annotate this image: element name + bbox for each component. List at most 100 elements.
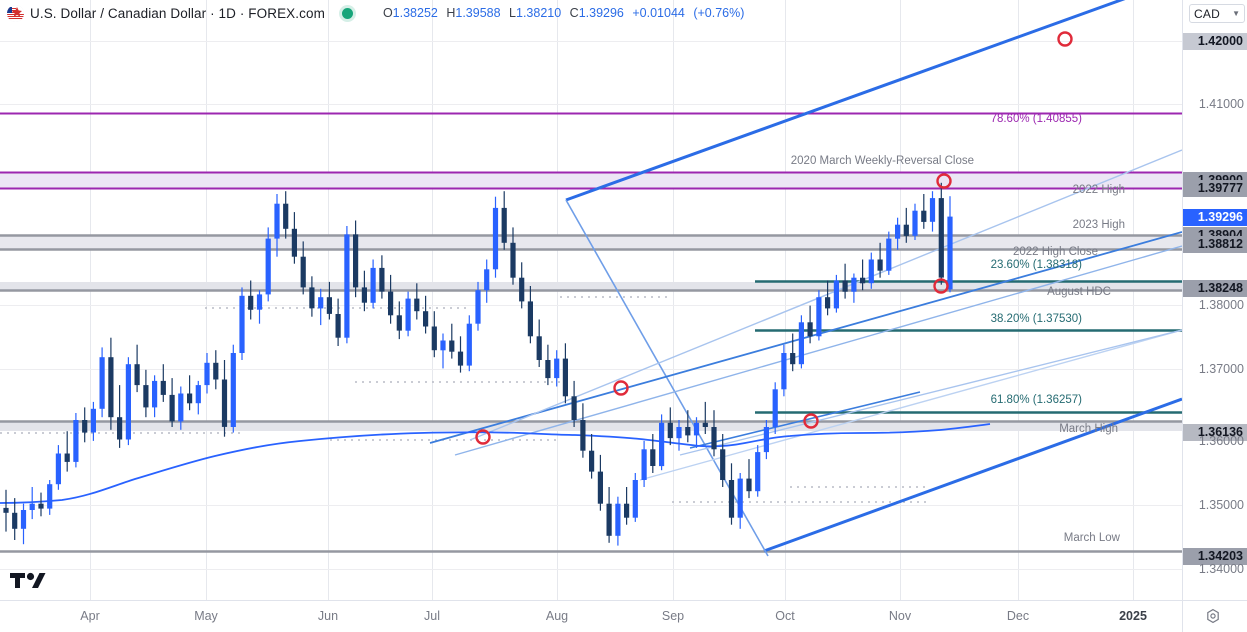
ohlc-open-value: 1.38252: [392, 6, 438, 20]
time-tick-nov: Nov: [888, 609, 912, 623]
time-tick-aug: Aug: [545, 609, 569, 623]
ohlc-values: O1.38252 H1.39588 L1.38210 C1.39296 +0.0…: [383, 6, 744, 20]
time-scale[interactable]: Apr May Jun Jul Aug Sep Oct Nov Dec 2025: [0, 600, 1247, 632]
candle-body: [90, 408, 96, 433]
candle-body: [562, 358, 568, 397]
level-band-august-hdc: [0, 282, 1182, 291]
price-tick-1-38000: 1.38000: [1198, 298, 1244, 312]
candle-body: [667, 422, 673, 439]
fib-382-label: 38.20% (1.37530): [990, 313, 1082, 325]
candle-body: [256, 294, 263, 310]
candle-body: [720, 449, 726, 480]
candle-body: [659, 422, 665, 467]
candle-body: [475, 290, 481, 324]
candle-body: [73, 420, 79, 462]
candle-body: [125, 364, 131, 440]
time-tick-sep: Sep: [661, 609, 685, 623]
candle-body: [860, 277, 866, 284]
candle-body: [29, 503, 35, 510]
time-tick-jul: Jul: [424, 609, 440, 623]
symbol-title[interactable]: U.S. Dollar / Canadian Dollar · 1D · FOR…: [30, 5, 325, 21]
currency-selector[interactable]: CAD ▼: [1189, 4, 1245, 23]
marker-upper-channel: [1057, 31, 1073, 47]
candle-body: [414, 298, 420, 312]
price-tick-1-34203: 1.34203: [1183, 548, 1247, 565]
candle-body: [55, 453, 61, 485]
candle-body: [370, 267, 376, 303]
candle-body: [353, 234, 359, 288]
chart-settings-icon[interactable]: [1205, 608, 1221, 624]
candle-body: [702, 422, 708, 427]
tradingview-logo[interactable]: [10, 572, 46, 594]
candle-body: [405, 298, 411, 331]
candle-body: [431, 326, 437, 351]
candle-body: [12, 512, 18, 529]
candle-body: [895, 224, 901, 239]
candle-body: [842, 280, 848, 292]
chart-plot-area[interactable]: 78.60% (1.40855) 2020 March Weekly-Revers…: [0, 0, 1182, 600]
price-tick-1-38812: 1.38812: [1183, 236, 1247, 253]
candle-body: [492, 207, 499, 270]
candle-body: [624, 503, 630, 518]
candle-body: [676, 427, 682, 439]
price-scale[interactable]: CAD ▼ 1.420001.410001.399001.397771.3929…: [1182, 0, 1247, 600]
candle-body: [772, 389, 778, 427]
candle-body: [152, 380, 158, 408]
august-hdc-label: August HDC: [1047, 286, 1111, 298]
level-band-weekly-reversal: [0, 173, 1182, 188]
fib-236-label: 23.60% (1.38318): [990, 259, 1082, 271]
chart-header: U.S. Dollar / Canadian Dollar · 1D · FOR…: [0, 0, 1247, 26]
candle-body: [903, 224, 909, 236]
candle-body: [825, 297, 831, 309]
candle-body: [143, 385, 149, 408]
candle-body: [851, 277, 857, 292]
candle-body: [178, 393, 184, 422]
candle-body: [912, 210, 918, 236]
ohlc-open-label: O: [382, 6, 393, 20]
candle-body: [798, 322, 804, 365]
ohlc-high-label: H: [446, 6, 456, 20]
ohlc-change-pct: (+0.76%): [693, 6, 745, 20]
candle-body: [615, 503, 621, 536]
candle-body: [291, 228, 297, 257]
ohlc-close-value: 1.39296: [578, 6, 624, 20]
trendline-upper-channel: [565, 0, 1126, 202]
candle-body: [309, 287, 315, 309]
weekly-reversal-label: 2020 March Weekly-Reversal Close: [790, 155, 974, 167]
price-tick-1-37000: 1.37000: [1198, 362, 1244, 376]
moving-average-line: [0, 423, 991, 504]
price-tick-1-39296: 1.39296: [1183, 209, 1247, 226]
trendline-fan-upper: [469, 149, 1182, 441]
high-2022-label: 2022 High: [1072, 184, 1125, 196]
candle-body: [536, 336, 542, 360]
price-tick-1-38248: 1.38248: [1183, 280, 1247, 297]
trendline-lower-channel: [763, 397, 1182, 553]
marker-march-high: [803, 413, 819, 429]
candle-body: [108, 357, 114, 418]
candle-body: [711, 427, 717, 450]
trendline-inner-support: [454, 245, 1182, 456]
candle-body: [213, 362, 219, 380]
trendline-fan-base: [679, 329, 1182, 456]
candle-body: [737, 478, 743, 518]
candle-body: [929, 198, 936, 222]
candle-body: [580, 420, 586, 451]
candle-body: [571, 396, 577, 420]
candle-body: [64, 453, 70, 462]
time-tick-dec: Dec: [1006, 609, 1030, 623]
candle-body: [519, 277, 525, 302]
candle-body: [248, 295, 254, 310]
candle-body: [82, 420, 88, 433]
horizontal-gridlines: [0, 41, 1182, 570]
high-close-2022-label: 2022 High Close: [1012, 246, 1098, 258]
marker-2022-high: [936, 173, 952, 189]
time-tick-apr: Apr: [80, 609, 100, 623]
market-open-dot: [341, 7, 353, 19]
candle-body: [396, 315, 402, 331]
time-tick-jun: Jun: [317, 609, 339, 623]
candle-body: [790, 353, 796, 365]
candle-body: [527, 301, 533, 337]
price-tick-1-35000: 1.35000: [1198, 498, 1244, 512]
dotted-range-guides: [0, 296, 930, 503]
candle-body: [300, 256, 306, 288]
